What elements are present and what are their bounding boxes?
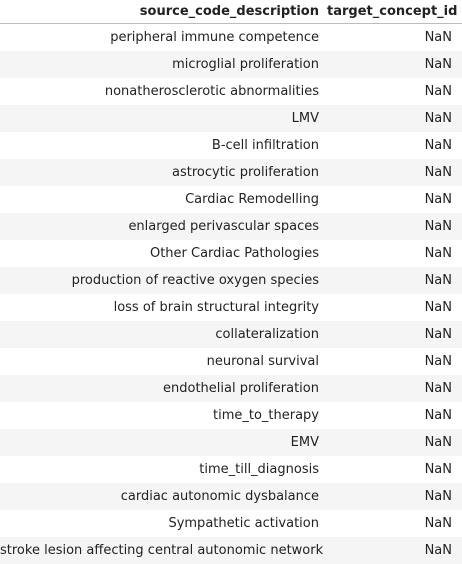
table-row: stroke lesion affecting central autonomi… [0, 537, 462, 564]
cell-source-code-description: nonatherosclerotic abnormalities [0, 78, 327, 105]
table-row: Sympathetic activation NaN [0, 510, 462, 537]
cell-source-code-description: enlarged perivascular spaces [0, 213, 327, 240]
cell-source-code-description: loss of brain structural integrity [0, 294, 327, 321]
table-row: endothelial proliferation NaN [0, 375, 462, 402]
table-row: collateralization NaN [0, 321, 462, 348]
cell-source-code-description: production of reactive oxygen species [0, 267, 327, 294]
cell-source-code-description: peripheral immune competence [0, 24, 327, 52]
table-row: astrocytic proliferation NaN [0, 159, 462, 186]
cell-target-concept-id: NaN [327, 375, 462, 402]
cell-target-concept-id: NaN [327, 267, 462, 294]
table-row: LMV NaN [0, 105, 462, 132]
cell-target-concept-id: NaN [327, 348, 462, 375]
cell-target-concept-id: NaN [327, 321, 462, 348]
table-row: Cardiac Remodelling NaN [0, 186, 462, 213]
header-row: source_code_description target_concept_i… [0, 0, 462, 24]
cell-target-concept-id: NaN [327, 456, 462, 483]
table-row: time_till_diagnosis NaN [0, 456, 462, 483]
table-row: Other Cardiac Pathologies NaN [0, 240, 462, 267]
cell-target-concept-id: NaN [327, 159, 462, 186]
cell-source-code-description: Other Cardiac Pathologies [0, 240, 327, 267]
column-header-source-code-description: source_code_description [0, 0, 327, 24]
table-row: enlarged perivascular spaces NaN [0, 213, 462, 240]
cell-target-concept-id: NaN [327, 483, 462, 510]
table-row: cardiac autonomic dysbalance NaN [0, 483, 462, 510]
cell-target-concept-id: NaN [327, 429, 462, 456]
cell-source-code-description: Sympathetic activation [0, 510, 327, 537]
cell-target-concept-id: NaN [327, 24, 462, 52]
table-row: loss of brain structural integrity NaN [0, 294, 462, 321]
table-row: nonatherosclerotic abnormalities NaN [0, 78, 462, 105]
cell-target-concept-id: NaN [327, 213, 462, 240]
cell-target-concept-id: NaN [327, 402, 462, 429]
cell-source-code-description: cardiac autonomic dysbalance [0, 483, 327, 510]
cell-target-concept-id: NaN [327, 537, 462, 564]
cell-source-code-description: time_to_therapy [0, 402, 327, 429]
cell-target-concept-id: NaN [327, 132, 462, 159]
cell-target-concept-id: NaN [327, 186, 462, 213]
table-row: time_to_therapy NaN [0, 402, 462, 429]
table-row: neuronal survival NaN [0, 348, 462, 375]
table-row: production of reactive oxygen species NaN [0, 267, 462, 294]
cell-target-concept-id: NaN [327, 294, 462, 321]
table-row: EMV NaN [0, 429, 462, 456]
cell-source-code-description: microglial proliferation [0, 51, 327, 78]
cell-target-concept-id: NaN [327, 240, 462, 267]
cell-source-code-description: stroke lesion affecting central autonomi… [0, 537, 327, 564]
cell-source-code-description: LMV [0, 105, 327, 132]
cell-source-code-description: collateralization [0, 321, 327, 348]
column-header-target-concept-id: target_concept_id [327, 0, 462, 24]
cell-target-concept-id: NaN [327, 510, 462, 537]
table-row: B-cell infiltration NaN [0, 132, 462, 159]
cell-source-code-description: time_till_diagnosis [0, 456, 327, 483]
cell-source-code-description: EMV [0, 429, 327, 456]
cell-source-code-description: B-cell infiltration [0, 132, 327, 159]
cell-target-concept-id: NaN [327, 105, 462, 132]
cell-source-code-description: Cardiac Remodelling [0, 186, 327, 213]
cell-target-concept-id: NaN [327, 51, 462, 78]
cell-source-code-description: endothelial proliferation [0, 375, 327, 402]
table-row: microglial proliferation NaN [0, 51, 462, 78]
table-header: source_code_description target_concept_i… [0, 0, 462, 24]
table-row: peripheral immune competence NaN [0, 24, 462, 52]
cell-source-code-description: astrocytic proliferation [0, 159, 327, 186]
cell-source-code-description: neuronal survival [0, 348, 327, 375]
cell-target-concept-id: NaN [327, 78, 462, 105]
table-body: peripheral immune competence NaN microglia… [0, 24, 462, 564]
